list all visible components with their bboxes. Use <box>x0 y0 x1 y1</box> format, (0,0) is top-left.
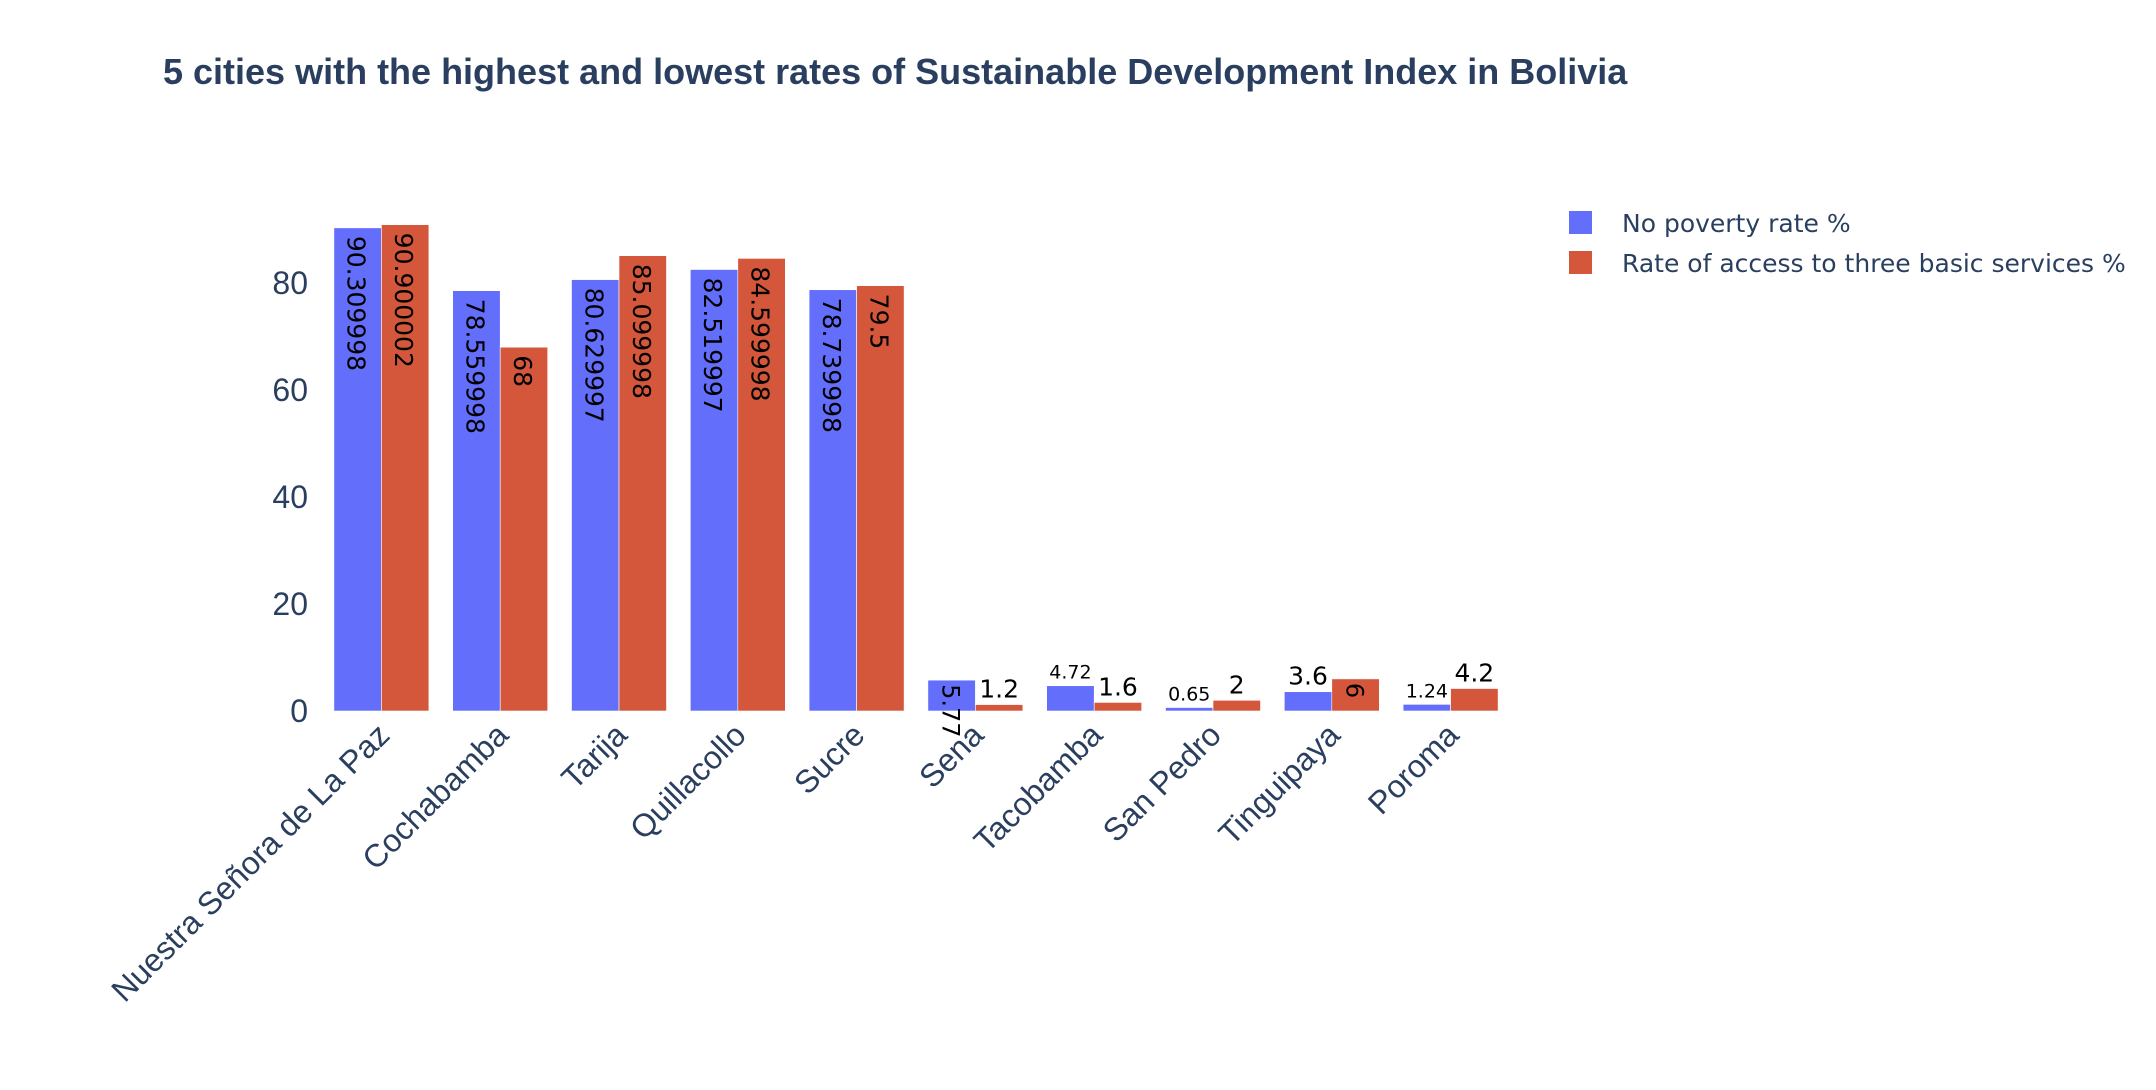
x-tick-label: Tinguipaya <box>1211 716 1346 851</box>
legend-item[interactable]: No poverty rate % <box>1569 209 1851 238</box>
bar-value-label: 84.599998 <box>746 266 775 401</box>
bar-value-label: 1.6 <box>1098 672 1138 701</box>
bar-no-poverty[interactable] <box>1284 691 1333 712</box>
x-tick-label: Poroma <box>1361 716 1466 821</box>
x-tick-label: San Pedro <box>1096 716 1228 848</box>
bar-basic-services[interactable] <box>1093 702 1142 712</box>
bar-no-poverty[interactable] <box>1165 707 1214 712</box>
bar-basic-services[interactable] <box>1450 688 1499 712</box>
bar-value-label: 5.77 <box>937 684 965 737</box>
bar-no-poverty[interactable] <box>927 679 976 712</box>
x-tick-label: Nuestra Señora de La Paz <box>104 716 396 1008</box>
legend-swatch <box>1569 211 1592 234</box>
bar-value-label: 82.519997 <box>698 278 727 413</box>
y-tick-label: 60 <box>272 372 308 408</box>
y-tick-label: 40 <box>272 479 308 515</box>
bar-basic-services[interactable] <box>1212 699 1261 712</box>
bar-value-label: 4.72 <box>1049 662 1091 684</box>
bar-no-poverty[interactable] <box>1402 704 1451 712</box>
chart-title: 5 cities with the highest and lowest rat… <box>163 51 1628 92</box>
bar-no-poverty[interactable] <box>452 290 501 712</box>
x-tick-label: Sucre <box>787 716 872 801</box>
y-axis: 0 20 40 60 80 <box>272 265 308 729</box>
y-tick-label: 20 <box>272 586 308 622</box>
bar-value-label: 1.24 <box>1406 680 1448 702</box>
bar-basic-services[interactable] <box>1331 678 1380 712</box>
legend[interactable]: No poverty rate % Rate of access to three… <box>1569 209 2126 278</box>
bar-value-label: 90.309998 <box>342 236 371 371</box>
data-labels: 90.309998 90.900002 78.559998 68 80.629997 85… <box>342 233 1495 738</box>
bar-value-label: 2 <box>1229 670 1245 699</box>
bar-no-poverty[interactable] <box>808 289 857 712</box>
bar-no-poverty[interactable] <box>689 269 739 712</box>
bar-value-label: 4.2 <box>1454 659 1494 688</box>
bar-basic-services[interactable] <box>975 704 1024 712</box>
x-tick-label: Tacobamba <box>967 716 1110 859</box>
legend-swatch <box>1569 251 1592 274</box>
bar-value-label: 90.900002 <box>389 233 418 368</box>
bar-value-label: 1.2 <box>979 675 1019 704</box>
x-tick-label: Tarija <box>554 716 634 796</box>
bar-value-label: 78.559998 <box>460 299 489 434</box>
bar-value-label: 3.6 <box>1288 662 1328 691</box>
bar-basic-services[interactable] <box>737 258 786 712</box>
y-tick-label: 80 <box>272 265 308 301</box>
bar-no-poverty[interactable] <box>333 227 382 712</box>
bar-value-label: 6 <box>1341 683 1369 698</box>
bar-value-label: 78.739998 <box>817 298 846 433</box>
bar-basic-services[interactable] <box>618 255 667 712</box>
bar-basic-services[interactable] <box>499 346 549 712</box>
bar-no-poverty[interactable] <box>1046 685 1095 712</box>
bar-no-poverty[interactable] <box>571 279 620 712</box>
bar-value-label: 0.65 <box>1168 684 1210 706</box>
bar-value-label: 85.099998 <box>627 264 656 399</box>
bar-value-label: 79.5 <box>864 294 893 350</box>
legend-item[interactable]: Rate of access to three basic services % <box>1569 249 2126 278</box>
legend-label: No poverty rate % <box>1622 209 1851 238</box>
bar-value-label: 80.629997 <box>579 288 608 423</box>
bar-basic-services[interactable] <box>381 224 430 712</box>
bars <box>333 224 1499 712</box>
y-tick-label: 0 <box>290 693 308 729</box>
bar-basic-services[interactable] <box>856 285 905 712</box>
bar-value-label: 68 <box>508 355 537 387</box>
legend-label: Rate of access to three basic services % <box>1622 249 2126 278</box>
x-tick-label: Quillacollo <box>623 716 753 846</box>
